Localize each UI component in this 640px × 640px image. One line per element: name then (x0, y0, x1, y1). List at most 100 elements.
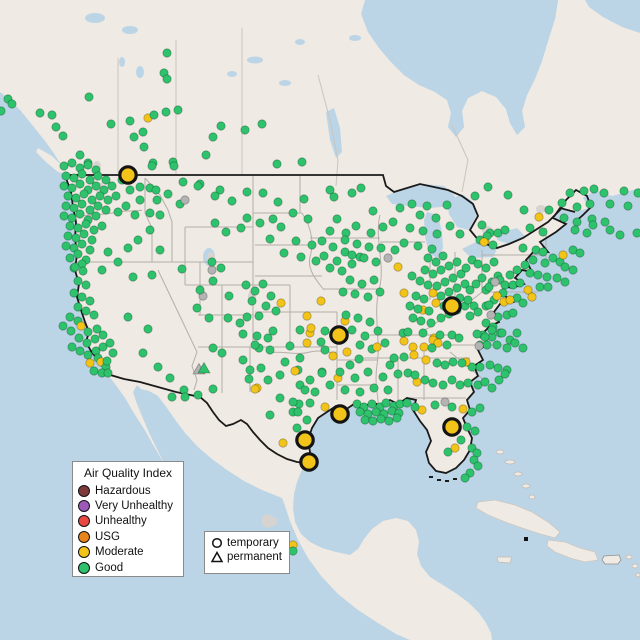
station-marker-g[interactable] (247, 296, 257, 306)
station-marker-g[interactable] (456, 435, 466, 445)
station-marker-x[interactable] (207, 265, 217, 275)
station-marker-g[interactable] (90, 334, 100, 344)
station-marker-x[interactable] (180, 195, 190, 205)
station-marker-g[interactable] (61, 201, 71, 211)
station-marker-g[interactable] (273, 197, 283, 207)
station-marker-g[interactable] (471, 279, 481, 289)
station-marker-g[interactable] (393, 369, 403, 379)
station-marker-g[interactable] (600, 217, 610, 227)
station-marker-g[interactable] (605, 225, 615, 235)
station-marker-g[interactable] (268, 214, 278, 224)
station-marker-g[interactable] (223, 313, 233, 323)
station-marker-g[interactable] (329, 192, 339, 202)
station-marker-g[interactable] (447, 402, 457, 412)
station-marker-g[interactable] (535, 282, 545, 292)
station-marker-g[interactable] (59, 161, 69, 171)
station-marker-g[interactable] (467, 362, 477, 372)
station-marker-m[interactable] (302, 311, 312, 321)
station-marker-m[interactable] (250, 384, 260, 394)
station-marker-g[interactable] (470, 426, 480, 436)
station-marker-g[interactable] (227, 196, 237, 206)
station-marker-g[interactable] (288, 208, 298, 218)
station-marker-g[interactable] (275, 393, 285, 403)
station-marker-g[interactable] (489, 257, 499, 267)
station-marker-g[interactable] (300, 385, 310, 395)
station-marker-g[interactable] (368, 206, 378, 216)
station-marker-g[interactable] (353, 313, 363, 323)
station-marker-g[interactable] (430, 400, 440, 410)
station-marker-g[interactable] (89, 366, 99, 376)
station-marker-m[interactable] (408, 342, 418, 352)
station-marker-g[interactable] (320, 345, 330, 355)
station-marker-g[interactable] (325, 185, 335, 195)
station-marker-g[interactable] (138, 348, 148, 358)
station-marker-g[interactable] (210, 191, 220, 201)
station-marker-g[interactable] (473, 307, 483, 317)
station-marker-g[interactable] (448, 357, 458, 367)
station-marker-g[interactable] (74, 333, 84, 343)
station-marker-g[interactable] (341, 310, 351, 320)
station-marker-g[interactable] (173, 105, 183, 115)
station-marker-g[interactable] (452, 283, 462, 293)
station-marker-g[interactable] (66, 326, 76, 336)
station-marker-g[interactable] (512, 328, 522, 338)
station-marker-g[interactable] (575, 248, 585, 258)
station-marker-g[interactable] (419, 294, 429, 304)
station-marker-g[interactable] (85, 245, 95, 255)
station-marker-g[interactable] (543, 282, 553, 292)
station-marker-g[interactable] (365, 317, 375, 327)
temporary-event-marker[interactable] (442, 296, 462, 316)
station-marker-g[interactable] (411, 291, 421, 301)
temporary-event-marker[interactable] (299, 452, 319, 472)
station-marker-g[interactable] (93, 171, 103, 181)
station-marker-g[interactable] (258, 279, 268, 289)
station-marker-g[interactable] (347, 259, 357, 269)
station-marker-g[interactable] (463, 378, 473, 388)
station-marker-g[interactable] (395, 203, 405, 213)
station-marker-g[interactable] (599, 188, 609, 198)
station-marker-g[interactable] (538, 247, 548, 257)
station-marker-g[interactable] (292, 423, 302, 433)
station-marker-m[interactable] (85, 358, 95, 368)
station-marker-g[interactable] (244, 374, 254, 384)
station-marker-g[interactable] (129, 132, 139, 142)
station-marker-g[interactable] (133, 235, 143, 245)
station-marker-g[interactable] (268, 326, 278, 336)
station-marker-g[interactable] (135, 195, 145, 205)
station-marker-g[interactable] (85, 205, 95, 215)
station-marker-m[interactable] (399, 336, 409, 346)
station-marker-g[interactable] (427, 244, 437, 254)
station-marker-g[interactable] (95, 191, 105, 201)
station-marker-g[interactable] (261, 301, 271, 311)
station-marker-g[interactable] (106, 119, 116, 129)
station-marker-m[interactable] (450, 443, 460, 453)
station-marker-g[interactable] (381, 398, 391, 408)
station-marker-g[interactable] (317, 236, 327, 246)
station-marker-g[interactable] (465, 311, 475, 321)
station-marker-g[interactable] (487, 325, 497, 335)
station-marker-g[interactable] (113, 207, 123, 217)
station-marker-g[interactable] (518, 298, 528, 308)
station-marker-g[interactable] (258, 188, 268, 198)
station-marker-g[interactable] (469, 455, 479, 465)
station-marker-g[interactable] (332, 214, 342, 224)
station-marker-g[interactable] (481, 318, 491, 328)
station-marker-g[interactable] (413, 304, 423, 314)
station-marker-g[interactable] (460, 473, 470, 483)
station-marker-g[interactable] (418, 226, 428, 236)
station-marker-m[interactable] (306, 323, 316, 333)
station-marker-g[interactable] (208, 343, 218, 353)
station-marker-g[interactable] (440, 277, 450, 287)
station-marker-g[interactable] (69, 173, 79, 183)
station-marker-g[interactable] (147, 270, 157, 280)
station-marker-g[interactable] (215, 185, 225, 195)
station-marker-g[interactable] (241, 280, 251, 290)
station-marker-g[interactable] (340, 385, 350, 395)
station-marker-g[interactable] (111, 191, 121, 201)
station-marker-g[interactable] (579, 186, 589, 196)
station-marker-g[interactable] (73, 249, 83, 259)
station-marker-g[interactable] (285, 341, 295, 351)
station-marker-g[interactable] (79, 229, 89, 239)
station-marker-g[interactable] (565, 188, 575, 198)
station-marker-g[interactable] (91, 181, 101, 191)
